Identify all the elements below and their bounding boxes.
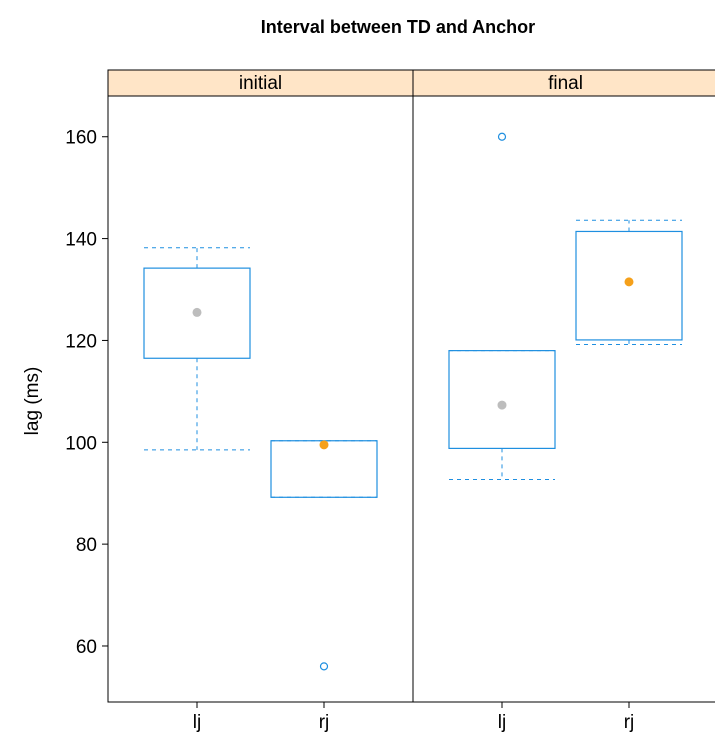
outlier-point: [319, 662, 329, 671]
x-tick-label: rj: [624, 712, 635, 733]
x-tick-label: lj: [498, 712, 506, 733]
strip-background: [107, 69, 414, 97]
y-tick-label: 140: [65, 230, 97, 251]
median-dot: [319, 440, 329, 450]
y-tick-label: 120: [65, 331, 97, 352]
box-iqr: [575, 230, 683, 341]
y-tick-label: 100: [65, 433, 97, 454]
x-tick-label: rj: [319, 712, 330, 733]
y-tick-label: 80: [76, 535, 97, 556]
strip-background: [412, 69, 715, 97]
y-tick-label: 160: [65, 128, 97, 149]
y-tick-label: 60: [76, 637, 97, 658]
panel-frame: [107, 95, 414, 703]
median-dot: [624, 277, 634, 287]
median-dot: [192, 307, 202, 317]
box-iqr: [448, 350, 556, 449]
chart-title: Interval between TD and Anchor: [261, 17, 535, 37]
median-dot: [497, 400, 507, 410]
panel-frame: [412, 95, 715, 703]
x-tick-label: lj: [193, 712, 201, 733]
y-axis-label: lag (ms): [22, 367, 43, 436]
outlier-point: [497, 132, 507, 141]
box-iqr: [143, 267, 251, 359]
strip-label: final: [548, 73, 583, 94]
strip-label: initial: [239, 73, 282, 94]
